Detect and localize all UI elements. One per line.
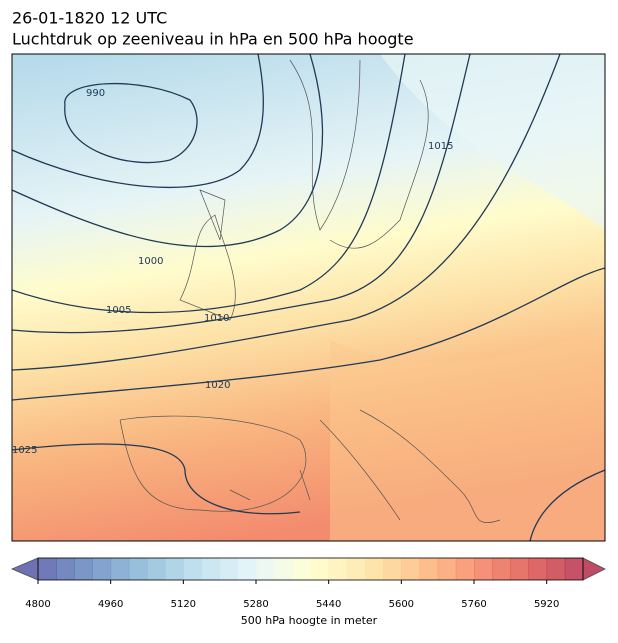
isobar-label: 1000 <box>138 256 163 267</box>
map-frame <box>11 53 606 542</box>
colorbar-bin <box>38 558 57 580</box>
colorbar-bin <box>383 558 402 580</box>
colorbar-bin <box>455 558 475 580</box>
colorbar-bin <box>256 558 275 580</box>
title: Luchtdruk op zeeniveau in hPa en 500 hPa… <box>12 30 414 49</box>
isobar <box>529 469 605 541</box>
colorbar-bin <box>237 558 257 580</box>
isobar-label: 1015 <box>428 141 453 152</box>
isobar <box>12 54 264 189</box>
colorbar-tick-label: 5600 <box>389 599 414 610</box>
colorbar-bin <box>346 558 366 580</box>
isobar-label: 1020 <box>205 380 230 391</box>
colorbar-bin <box>110 558 130 580</box>
colorbar-tick-label: 4800 <box>25 599 50 610</box>
colorbar-label: 500 hPa hoogte in meter <box>241 614 378 627</box>
isobar <box>12 267 605 401</box>
colorbar-bin <box>492 558 511 580</box>
colorbar-tick-label: 5760 <box>461 599 486 610</box>
colorbar-bin <box>564 558 584 580</box>
colorbar-bin <box>310 558 330 580</box>
date: 26-01-1820 12 UTC <box>12 9 167 28</box>
colorbar-tick-label: 5280 <box>243 599 268 610</box>
field-band <box>330 330 605 541</box>
colorbar-bin <box>365 558 384 580</box>
colorbar-bin <box>74 558 93 580</box>
colorbar-bin <box>437 558 457 580</box>
isobar-label: 990 <box>86 88 105 99</box>
colorbar: 4800 4960 5120 5280 5440 5600 5760 5920 <box>10 557 606 610</box>
isobar-label: 1025 <box>12 445 37 456</box>
colorbar-bin <box>546 558 566 580</box>
colorbar-bin <box>128 558 148 580</box>
colorbar-bin <box>183 558 202 580</box>
isobar <box>12 54 324 248</box>
colorbar-tick-label: 5120 <box>171 599 196 610</box>
isobar <box>12 443 301 515</box>
isobar <box>12 54 561 371</box>
isobar <box>64 82 198 164</box>
colorbar-bin <box>92 558 112 580</box>
colorbar-tick-label: 5440 <box>316 599 341 610</box>
colorbar-bin <box>510 558 529 580</box>
colorbar-bin <box>165 558 184 580</box>
colorbar-bin <box>274 558 293 580</box>
map: 990 1000 1005 1010 1015 1020 1025 <box>12 54 605 541</box>
field-band <box>380 54 605 230</box>
colorbar-bin <box>147 558 166 580</box>
colorbar-bin <box>328 558 348 580</box>
isobar-label: 1005 <box>106 305 131 316</box>
colorbar-bin <box>56 558 75 580</box>
colorbar-tick-label: 5920 <box>534 599 559 610</box>
colorbar-bin <box>474 558 493 580</box>
colorbar-extend-high <box>582 557 606 581</box>
colorbar-frame <box>37 557 584 581</box>
colorbar-bin <box>528 558 548 580</box>
colorbar-tick-label: 4960 <box>98 599 123 610</box>
isobar-label: 1010 <box>204 313 229 324</box>
isobar <box>12 54 406 314</box>
colorbar-bin <box>201 558 221 580</box>
colorbar-bin <box>419 558 439 580</box>
colorbar-extend-low <box>10 557 39 581</box>
colorbar-bin <box>401 558 420 580</box>
isobar <box>12 54 471 334</box>
colorbar-bin <box>292 558 311 580</box>
coastline <box>119 59 501 523</box>
colorbar-bin <box>219 558 239 580</box>
